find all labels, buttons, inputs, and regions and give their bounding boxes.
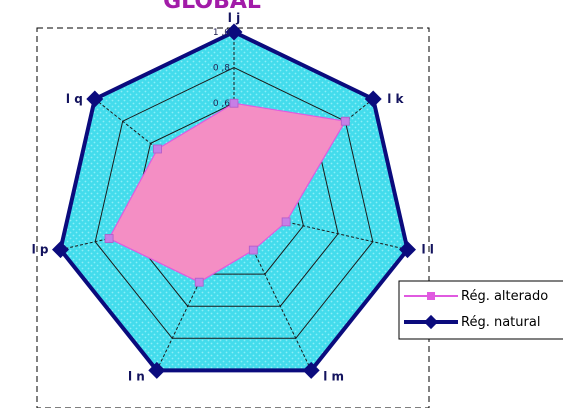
altered-point (153, 144, 162, 154)
altered-point (229, 98, 239, 108)
legend-label-natural: Rég. natural (461, 315, 540, 330)
natural-point (302, 361, 320, 379)
axis-label: l n (128, 369, 145, 383)
natural-point (364, 90, 382, 108)
legend-marker-altered (427, 292, 435, 300)
legend-item-altered: Rég. alterado (404, 289, 548, 304)
legend-item-natural: Rég. natural (404, 314, 540, 330)
altered-point (340, 116, 350, 126)
altered-polygon (108, 102, 347, 283)
altered-area (104, 98, 350, 287)
legend-box (398, 280, 563, 340)
natural-point (148, 361, 166, 379)
chart-title: GLOBAL (163, 0, 261, 14)
axis-label: l p (32, 243, 49, 257)
altered-point (248, 245, 258, 255)
legend-label-altered: Rég. alterado (461, 289, 548, 304)
grid-ring (94, 67, 374, 339)
axis-labels: l j l k l l l m l n l p l q (32, 11, 434, 383)
tick-label: 0 ,6 (213, 99, 230, 109)
axis-label: l q (66, 92, 83, 106)
axis-label: l m (323, 369, 344, 383)
tick-label: 1 ,0 (213, 28, 230, 38)
altered-point (104, 234, 114, 243)
axis-label: l j (228, 11, 240, 25)
natural-point (399, 241, 416, 259)
axis-label: l k (387, 92, 404, 106)
radial-tick-labels: 0 ,6 0 ,8 1 ,0 (213, 28, 230, 109)
natural-outline-polygon (58, 30, 410, 373)
legend-marker-natural (423, 314, 439, 330)
altered-point (194, 277, 204, 287)
natural-point (86, 90, 104, 108)
altered-point (281, 217, 291, 227)
tick-label: 0 ,8 (213, 64, 230, 74)
legend: Rég. alterado Rég. natural (398, 280, 563, 340)
axis-label: l l (422, 243, 434, 257)
natural-outline (52, 23, 416, 379)
